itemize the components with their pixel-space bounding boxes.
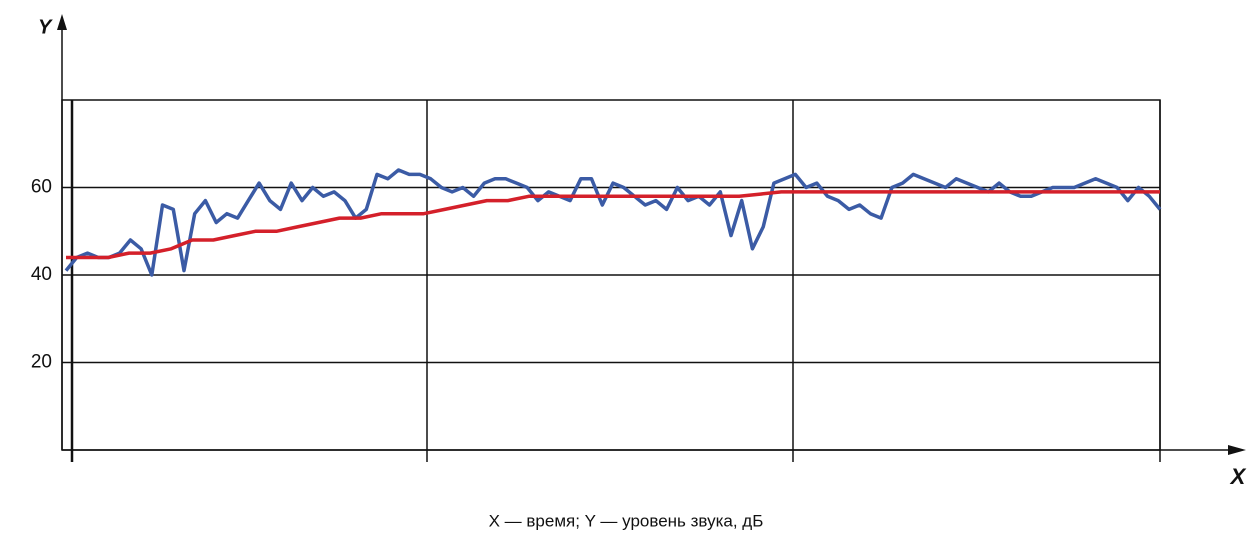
y-tick-label: 60 bbox=[31, 177, 52, 198]
data-line bbox=[64, 168, 1162, 277]
data-line bbox=[66, 190, 1160, 260]
y-arrow bbox=[57, 14, 67, 30]
y-tick-label: 20 bbox=[31, 352, 52, 373]
y-axis-label: Y bbox=[38, 16, 53, 38]
y-tick-label: 40 bbox=[31, 264, 52, 285]
caption: X — время; Y — уровень звука, дБ bbox=[489, 511, 764, 530]
x-arrow bbox=[1228, 445, 1246, 455]
frame bbox=[61, 22, 1232, 462]
x-axis-label: X bbox=[1229, 464, 1247, 489]
